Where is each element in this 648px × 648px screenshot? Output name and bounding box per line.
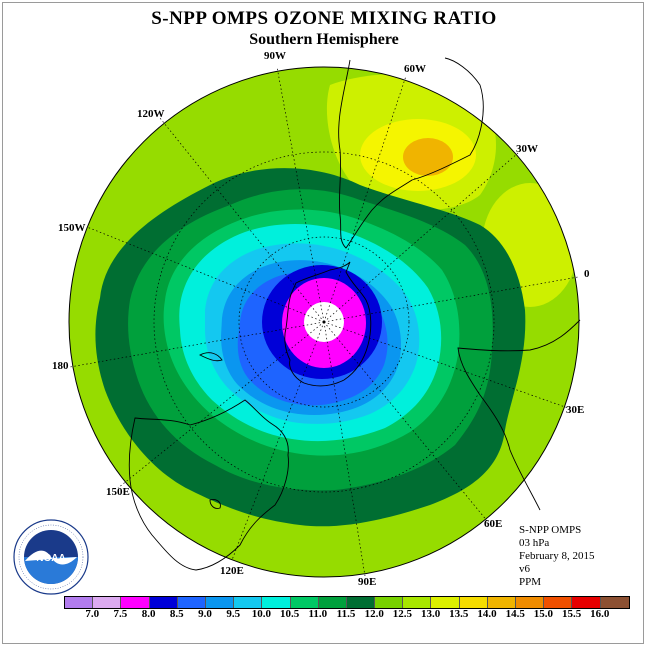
colorbar-tick-label: 13.0 [420,608,441,620]
colorbar-tick-label: 7.5 [113,608,128,620]
info-units: PPM [519,576,542,588]
colorbar-box [234,597,263,608]
colorbar-box [65,597,94,608]
colorbar-box [290,597,319,608]
colorbar-tick-label: 11.0 [308,608,328,620]
graticule [69,66,579,577]
tasmania-coastline [209,499,221,509]
colorbar-tick-label: 15.0 [533,608,554,620]
lon-label-120w: 120W [137,108,165,120]
noaa-logo: NOAA [13,519,89,595]
colorbar-box [149,597,178,608]
colorbar-box [572,597,601,608]
info-date: February 8, 2015 [519,550,595,562]
colorbar-box [262,597,291,608]
colorbar-tick-label: 10.0 [251,608,272,620]
colorbar-box [205,597,235,608]
colorbar-tick-label: 12.5 [392,608,413,620]
chart-title: S-NPP OMPS OZONE MIXING RATIO [151,8,497,29]
colorbar-box [516,597,545,608]
info-instrument: S-NPP OMPS [519,524,582,536]
colorbar [64,596,630,609]
orange-region [403,138,453,176]
colorbar-box [375,597,404,608]
colorbar-tick-label: 11.5 [336,608,356,620]
info-level: 03 hPa [519,537,550,549]
colorbar-tick-label: 9.0 [198,608,212,620]
new-zealand-coastline [198,352,223,362]
lon-label-0: 0 [584,268,590,280]
colorbar-tick-label: 15.5 [561,608,582,620]
colorbar-tick-label: 16.0 [590,608,610,620]
map-boundary [68,66,580,578]
lon-label-90e: 90E [358,576,377,588]
colorbar-tick-label: 8.5 [169,608,184,620]
info-version: v6 [519,563,530,575]
lon-label-150w: 150W [58,222,86,234]
chart-subtitle: Southern Hemisphere [249,31,399,48]
lon-label-60w: 60W [404,63,426,75]
colorbar-box [600,597,629,608]
lon-label-90w: 90W [264,50,286,62]
colorbar-tick-label: 7.0 [85,608,100,620]
colorbar-tick-label: 14.0 [477,608,497,620]
colorbar-box [487,597,516,608]
colorbar-box [318,597,347,608]
info-block: S-NPP OMPS 03 hPa February 8, 2015 v6 PP… [519,524,594,589]
south-america-coastline [338,57,484,249]
colorbar-box [544,597,573,608]
antarctica-coastline [284,261,372,387]
colorbar-tick-label: 12.0 [364,608,384,620]
africa-coastline [457,319,581,511]
lon-label-60e: 60E [484,518,503,530]
australia-coastline [128,399,289,571]
lon-label-180: 180 [52,360,69,372]
colorbar-box [346,597,376,608]
colorbar-box [93,597,122,608]
colorbar-box [121,597,150,608]
colorbar-box [431,597,460,608]
lon-label-30w: 30W [516,143,538,155]
lon-label-120e: 120E [220,565,244,577]
colorbar-tick-label: 8.0 [141,608,156,620]
noaa-logo-text: NOAA [36,553,65,564]
colorbar-box [177,597,206,608]
colorbar-tick-label: 9.5 [226,608,241,620]
coastlines [128,57,581,571]
colorbar-box [403,597,432,608]
colorbar-tick-label: 10.5 [279,608,300,620]
colorbar-tick-label: 13.5 [449,608,469,620]
lon-label-150e: 150E [106,486,130,498]
colorbar-box [459,597,488,608]
colorbar-tick-label: 14.5 [505,608,525,620]
lon-label-30e: 30E [566,404,585,416]
